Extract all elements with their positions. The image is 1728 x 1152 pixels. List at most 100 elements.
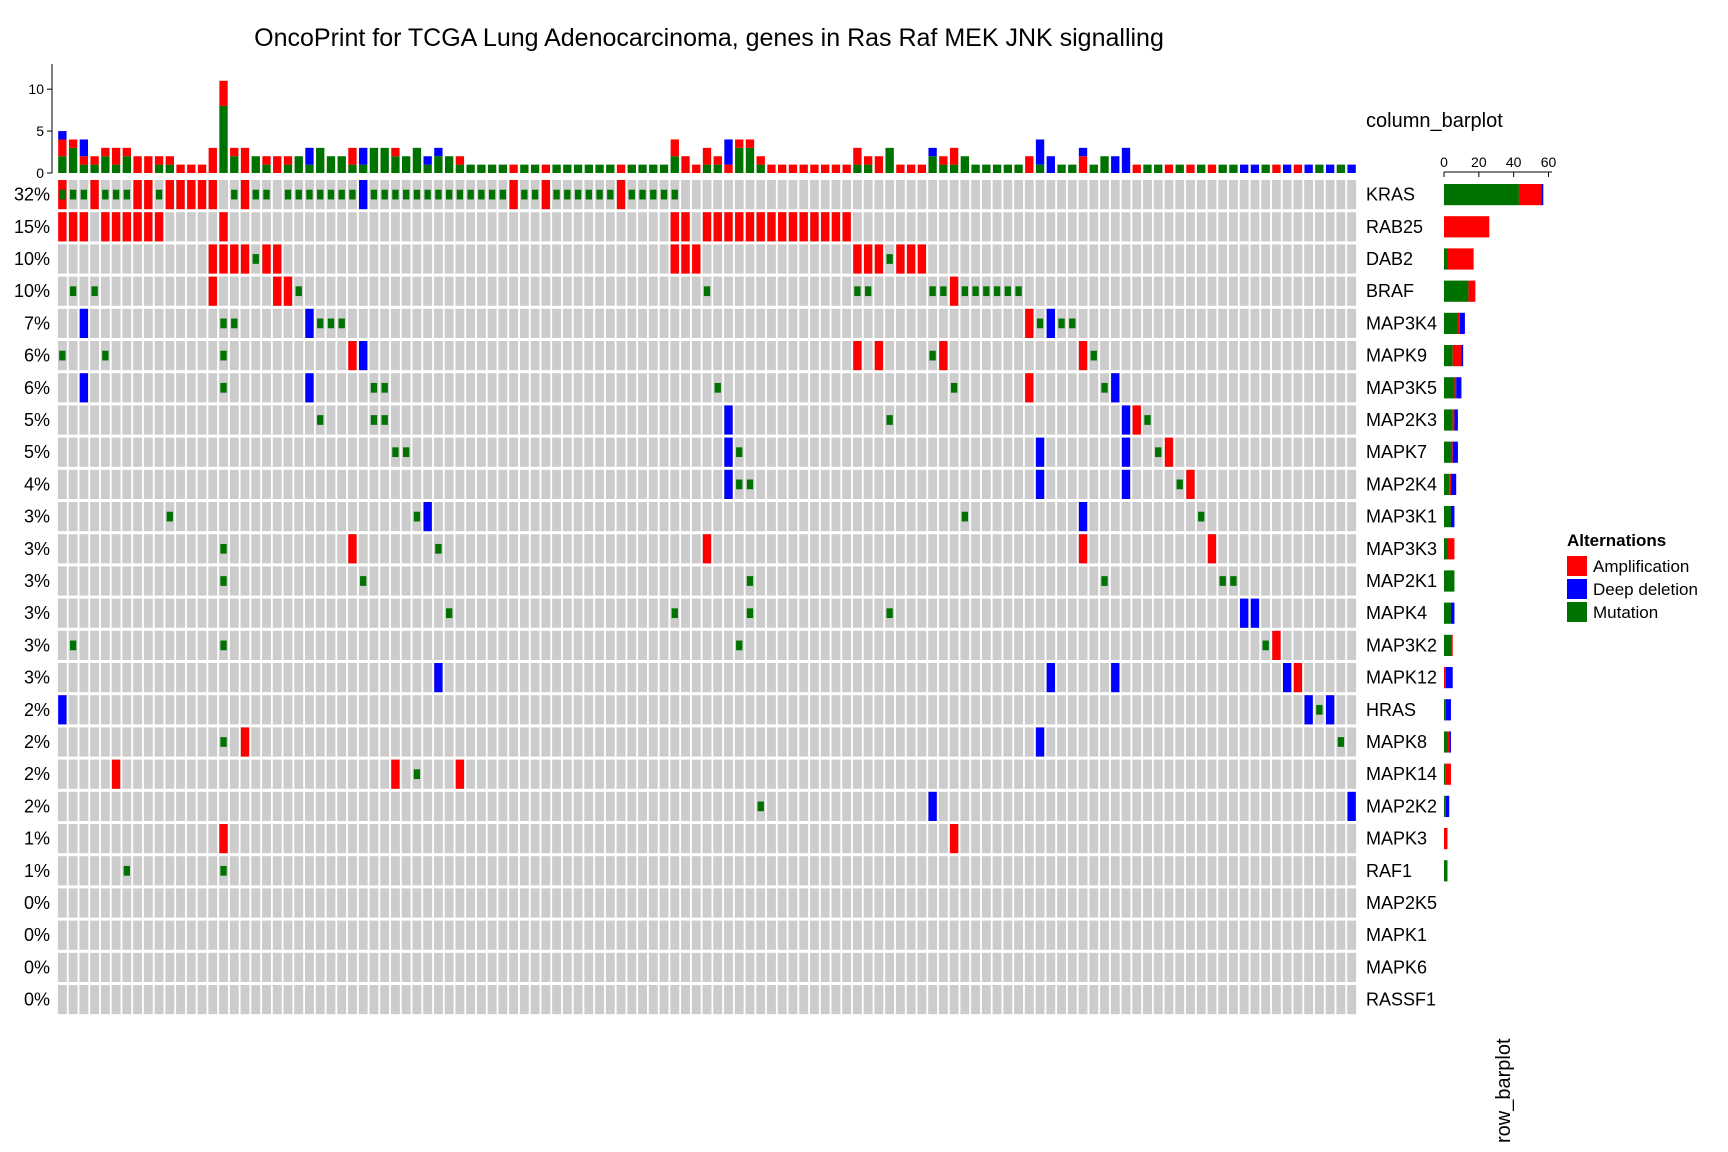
cell-background (713, 985, 723, 1015)
cell-background (1239, 373, 1249, 403)
cell-background (1261, 695, 1271, 725)
cell-background (584, 405, 594, 435)
cell-background (724, 308, 733, 338)
cell-background (971, 212, 981, 242)
cell-background (820, 727, 830, 757)
cell-background (552, 791, 562, 821)
cell-background (702, 341, 712, 371)
cell-background (1250, 341, 1260, 371)
row-bar-segment (1444, 731, 1448, 753)
cell-background (745, 308, 755, 338)
cell-background (229, 469, 239, 499)
cell-background (251, 920, 261, 950)
cell-background (530, 502, 540, 532)
cell-background (831, 534, 841, 564)
cell-background (788, 791, 798, 821)
cell-background (562, 341, 572, 371)
cell-background (208, 791, 218, 821)
cell-background (1314, 276, 1324, 306)
cell-background (1078, 759, 1088, 789)
cell-background (616, 244, 626, 274)
cell-background (197, 856, 207, 886)
cell-background (1304, 920, 1314, 950)
cell-background (852, 759, 862, 789)
cell-background (476, 534, 486, 564)
cell-background (1347, 630, 1357, 660)
oncoprint-row-map3k5 (57, 373, 1357, 403)
cell-background (745, 663, 755, 693)
cell-background (143, 405, 153, 435)
cell-background (315, 437, 325, 467)
cell-background (294, 598, 304, 628)
cell-background (863, 180, 873, 210)
cell-background (143, 373, 153, 403)
cell-background (938, 952, 948, 982)
column-bar-segment (584, 164, 593, 173)
column-bar-segment (563, 164, 572, 173)
cell-background (1325, 824, 1335, 854)
cell-background (390, 244, 400, 274)
cell-background (766, 566, 776, 596)
cell-background (1003, 244, 1013, 274)
amplification-mark (219, 212, 228, 242)
cell-background (1089, 534, 1099, 564)
row-bar-segment (1447, 248, 1474, 270)
cell-background (595, 212, 605, 242)
cell-background (605, 276, 615, 306)
cell-background (283, 630, 293, 660)
cell-background (616, 824, 626, 854)
cell-background (208, 598, 218, 628)
column-bar-segment (1078, 156, 1088, 173)
cell-background (788, 663, 798, 693)
cell-background (949, 244, 959, 274)
cell-background (831, 856, 841, 886)
cell-background (272, 437, 282, 467)
cell-background (584, 341, 594, 371)
cell-background (315, 534, 325, 564)
gene-label-map2k2: MAP2K2 (1366, 796, 1437, 816)
cell-background (1175, 888, 1185, 918)
cell-background (917, 276, 927, 306)
cell-background (541, 824, 551, 854)
cell-background (981, 888, 991, 918)
cell-background (240, 341, 250, 371)
cell-background (122, 534, 132, 564)
cell-background (326, 824, 336, 854)
cell-background (605, 663, 615, 693)
row-bar-segment (1445, 763, 1451, 785)
cell-background (90, 952, 100, 982)
cell-background (498, 373, 508, 403)
cell-background (68, 566, 78, 596)
cell-background (552, 824, 562, 854)
cell-background (1100, 920, 1109, 950)
cell-background (799, 952, 809, 982)
cell-background (573, 695, 583, 725)
cell-background (487, 244, 497, 274)
column-bar-segment (176, 164, 185, 173)
cell-background (1325, 180, 1335, 210)
cell-background (638, 405, 648, 435)
cell-background (315, 856, 325, 886)
mutation-mark (993, 286, 1001, 297)
cell-background (1304, 791, 1314, 821)
cell-background (305, 566, 314, 596)
cell-background (1121, 695, 1131, 725)
cell-background (745, 276, 755, 306)
cell-background (262, 985, 271, 1015)
column-bar-segment (735, 147, 744, 173)
cell-background (928, 534, 938, 564)
cell-background (1239, 920, 1249, 950)
cell-background (1336, 276, 1346, 306)
cell-background (1325, 244, 1335, 274)
cell-background (992, 791, 1002, 821)
cell-background (326, 534, 336, 564)
cell-background (992, 856, 1002, 886)
cell-background (788, 341, 798, 371)
cell-background (670, 727, 680, 757)
oncoprint-row-mapk4 (57, 598, 1357, 628)
cell-background (1218, 212, 1228, 242)
cell-background (992, 630, 1002, 660)
cell-background (1100, 341, 1109, 371)
cell-background (122, 791, 132, 821)
cell-background (863, 437, 873, 467)
